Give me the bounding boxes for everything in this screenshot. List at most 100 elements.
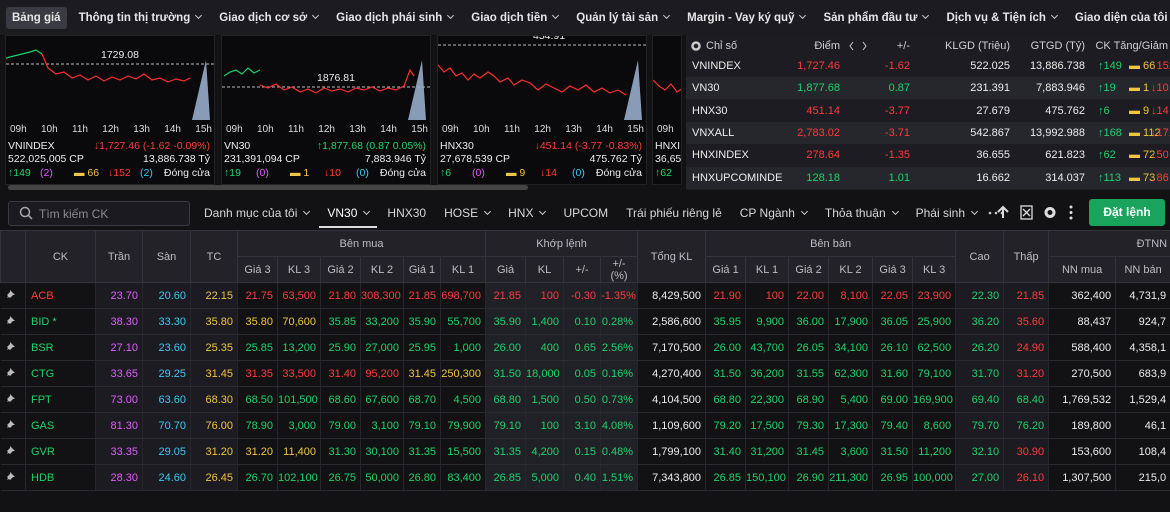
price-cell: 24.90	[1003, 334, 1050, 361]
price-cell: 1,500	[525, 386, 565, 413]
price-cell: 101,500	[277, 386, 321, 413]
price-cell: 4,200	[525, 438, 565, 465]
market-tab[interactable]: Phái sinh	[908, 198, 985, 228]
market-tab[interactable]: Danh mục của tôi	[196, 198, 317, 228]
nav-item[interactable]: Giao dịch tiền	[465, 7, 564, 29]
price-cell: 79.30	[788, 412, 830, 439]
price-cell: 1,000	[440, 334, 487, 361]
pin-icon	[6, 446, 15, 454]
price-cell: 35.95	[705, 308, 747, 335]
price-cell: 22,300	[745, 386, 790, 413]
price-cell: 924,7	[1115, 308, 1170, 335]
index-name: VNINDEX	[8, 140, 55, 152]
time-label: 12h	[102, 124, 119, 135]
stock-row: GVR 33.35 29.05 31.20 31.20 11,400 31.30 30,100…	[0, 438, 1170, 465]
price-cell: 36,200	[745, 360, 790, 387]
nav-item[interactable]: Thông tin thị trường	[73, 7, 208, 29]
search-box[interactable]: Tìm kiếm CK	[8, 201, 190, 226]
market-tab[interactable]: Thỏa thuận	[817, 198, 906, 228]
index-cell: -3.77	[884, 104, 910, 117]
price-cell: 21.75	[237, 282, 278, 309]
index-cell: ↓171	[1151, 126, 1170, 139]
price-cell: 3,100	[360, 412, 404, 439]
nav-item[interactable]: Quản lý tài sản	[570, 7, 675, 29]
column-subheader: Giá 2	[788, 256, 830, 283]
column-subheader: Giá 1	[705, 256, 747, 283]
nav-item[interactable]: Dịch vụ & Tiện ích	[940, 7, 1062, 29]
index-cell: ↓50	[1151, 149, 1169, 162]
ticker[interactable]: BID *	[25, 308, 96, 335]
time-label: 11h	[504, 124, 520, 135]
price-cell: 4.08%	[600, 412, 639, 439]
scrollbar[interactable]	[8, 185, 528, 190]
price-cell: 79.20	[705, 412, 747, 439]
ticker[interactable]: FPT	[25, 386, 96, 413]
index-cell: ↓152	[1151, 60, 1170, 72]
price-cell: 46,1	[1115, 412, 1170, 439]
index-cell: ▬ 66	[1129, 60, 1156, 72]
column-subheader: KL	[525, 256, 565, 283]
ticker[interactable]: GAS	[25, 412, 96, 439]
top-navigation: Bảng giá Thông tin thị trường Giao dịch cơ…	[0, 0, 1170, 35]
price-cell: 27.00	[955, 464, 1005, 491]
price-cell: 29.05	[142, 438, 191, 465]
index-cell: ↑62	[1098, 149, 1116, 162]
price-cell: 70,600	[277, 308, 321, 335]
price-cell: 31.35	[403, 438, 441, 465]
market-tab[interactable]: VN30	[319, 198, 378, 228]
pin-cell	[0, 360, 26, 387]
nav-item[interactable]: Sản phẩm đầu tư	[817, 7, 934, 29]
time-label: 13h	[133, 124, 150, 135]
price-cell: 21.85	[485, 282, 527, 309]
price-cell: 68.70	[403, 386, 441, 413]
pin-icon	[6, 394, 15, 402]
nav-item[interactable]: Giao dịch phái sinh	[330, 7, 459, 29]
ticker[interactable]: HDB	[25, 464, 96, 491]
nav-item[interactable]: Giao diện của tôi	[1069, 7, 1170, 29]
price-cell: 169,900	[912, 386, 957, 413]
tool-icons[interactable]	[995, 196, 1075, 229]
market-tab[interactable]: Trái phiếu riêng lẻ	[626, 205, 722, 220]
order-button[interactable]: Đặt lệnh	[1089, 199, 1165, 226]
price-cell: 50,000	[360, 464, 404, 491]
price-cell: 23.70	[95, 282, 143, 309]
index-name: HNX30	[440, 140, 474, 152]
nav-item[interactable]: Giao dịch cơ sở	[213, 7, 324, 29]
price-cell: 0.28%	[600, 308, 639, 335]
price-cell: 0.65	[563, 334, 602, 361]
index-change: ↓1,727.46 (-1.62 -0.09%)	[93, 140, 210, 152]
column-subheader: KL 2	[828, 256, 874, 283]
pin	[6, 290, 15, 298]
column-header: KLGD (Triệu)	[945, 40, 1010, 52]
index-cell: ↑113	[1098, 171, 1122, 184]
price-cell: 21.85	[403, 282, 441, 309]
market-tab[interactable]: UPCOM	[563, 205, 609, 220]
market-tab[interactable]: HNX30	[387, 205, 427, 220]
table-header: CK Trần Sàn TC Bên mua Khớp lệnh Tổng KL Bên bá…	[0, 230, 1170, 283]
ticker[interactable]: BSR	[25, 334, 96, 361]
price-cell: 25.85	[237, 334, 278, 361]
market-tab[interactable]: HNX	[500, 198, 553, 228]
index-cell: -3.71	[884, 126, 910, 139]
market-tab[interactable]: CP Ngành	[732, 198, 815, 228]
price-cell: 15,500	[440, 438, 487, 465]
nav-item[interactable]: Bảng giá	[6, 6, 67, 29]
price-cell: 79.10	[403, 412, 441, 439]
pin-cell	[0, 412, 26, 439]
price-cell: 11,400	[277, 438, 321, 465]
nav-item[interactable]: Margin - Vay ký quỹ	[681, 7, 811, 29]
ticker[interactable]: GVR	[25, 438, 96, 465]
price-cell: 0.48%	[600, 438, 639, 465]
column-header: Khớp lệnh	[485, 230, 639, 257]
stock-row: ACB 23.70 20.60 22.15 21.75 63,500 21.80 308,30…	[0, 282, 1170, 309]
ticker[interactable]: ACB	[25, 282, 96, 309]
header-row: Giá 3 KL 3 Giá 2 KL 2 Giá 1 KL 1 Giá KL +/- +/- (…	[1, 256, 1170, 283]
price-cell: 26.05	[788, 334, 830, 361]
ticker[interactable]: CTG	[25, 360, 96, 387]
time-axis: 09h 10h 11h 12h 13h 14h 15h	[438, 124, 646, 135]
price-cell: 100,000	[912, 464, 957, 491]
index-value: 475.762 Tỷ	[589, 153, 642, 165]
market-tab[interactable]: HOSE	[436, 198, 498, 228]
price-cell: 35.60	[1003, 308, 1050, 335]
